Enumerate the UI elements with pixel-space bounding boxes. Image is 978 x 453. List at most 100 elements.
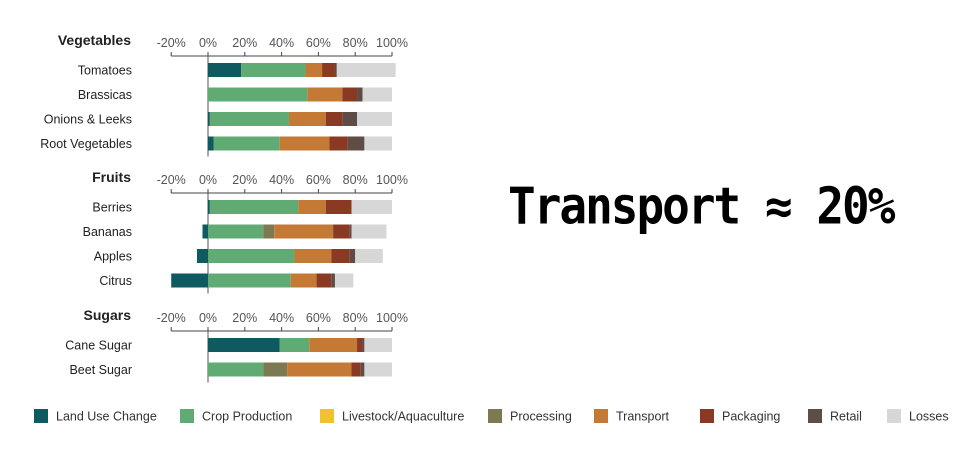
bar-segment <box>351 224 387 239</box>
x-tick-label: 20% <box>232 311 257 325</box>
bar-segment <box>208 224 264 239</box>
bar-segment <box>209 112 289 126</box>
bar-segment <box>334 273 354 288</box>
legend-swatch <box>887 409 901 423</box>
x-tick-label: 60% <box>306 36 331 50</box>
legend-swatch <box>808 409 822 423</box>
bar-segment <box>208 273 291 288</box>
legend-swatch <box>180 409 194 423</box>
bar-segment <box>288 112 326 126</box>
x-tick-label: 60% <box>306 311 331 325</box>
bar-segment <box>336 63 396 77</box>
x-tick-label: -20% <box>157 173 186 187</box>
bar-segment <box>208 136 214 151</box>
row-label: Onions & Leeks <box>44 113 132 127</box>
bar-segment <box>351 362 361 377</box>
legend-label: Land Use Change <box>56 410 157 424</box>
row-label: Cane Sugar <box>65 339 132 353</box>
group-title: Fruits <box>92 169 131 185</box>
bar-segment <box>208 63 242 77</box>
row-label: Root Vegetables <box>40 137 132 151</box>
bar-segment <box>325 112 343 126</box>
legend-label: Livestock/Aquaculture <box>342 410 464 424</box>
bar-segment <box>263 224 275 239</box>
bar-segment <box>329 136 348 151</box>
bar-segment <box>208 249 295 263</box>
row-label: Berries <box>92 201 132 215</box>
bar-segment <box>290 273 317 288</box>
bar-segment <box>305 63 323 77</box>
bar-segment <box>360 362 365 377</box>
bar-segment <box>351 200 392 214</box>
legend-swatch <box>34 409 48 423</box>
bar-segment <box>274 224 334 239</box>
bar-segment <box>349 224 352 239</box>
x-tick-label: 100% <box>376 173 408 187</box>
bar-segment <box>331 249 350 263</box>
bar-segment <box>294 249 332 263</box>
legend-swatch <box>700 409 714 423</box>
bar-segment <box>279 136 330 151</box>
x-tick-label: 100% <box>376 311 408 325</box>
row-label: Apples <box>94 250 132 264</box>
x-tick-label: 80% <box>343 311 368 325</box>
row-label: Citrus <box>99 274 132 288</box>
bar-segment <box>342 87 358 102</box>
legend-label: Crop Production <box>202 410 292 424</box>
bar-segment <box>209 200 299 214</box>
x-tick-label: 20% <box>232 173 257 187</box>
bar-segment <box>196 249 208 263</box>
row-label: Brassicas <box>78 88 132 102</box>
bar-segment <box>357 87 363 102</box>
bar-segment <box>309 338 358 352</box>
x-tick-label: 40% <box>269 36 294 50</box>
legend-label: Losses <box>909 410 949 424</box>
row-label: Bananas <box>83 225 132 239</box>
bar-segment <box>241 63 306 77</box>
bar-segment <box>357 338 363 352</box>
bar-segment <box>362 338 365 352</box>
bar-segment <box>364 338 392 352</box>
bar-segment <box>208 338 280 352</box>
legend-swatch <box>594 409 608 423</box>
bar-segment <box>364 362 392 377</box>
bar-segment <box>287 362 352 377</box>
bar-segment <box>171 273 208 288</box>
bar-segment <box>362 87 392 102</box>
bar-segment <box>208 112 210 126</box>
x-tick-label: 80% <box>343 36 368 50</box>
group-title: Vegetables <box>58 32 131 48</box>
x-tick-label: -20% <box>157 36 186 50</box>
bar-segment <box>298 200 326 214</box>
bar-segment <box>355 249 383 263</box>
legend-label: Retail <box>830 410 862 424</box>
row-label: Tomatoes <box>78 64 132 78</box>
legend-label: Packaging <box>722 410 780 424</box>
bar-segment <box>213 136 280 151</box>
x-tick-label: 0% <box>199 311 217 325</box>
bar-segment <box>349 249 356 263</box>
bar-segment <box>325 200 352 214</box>
bar-segment <box>263 362 288 377</box>
bar-segment <box>279 338 310 352</box>
group-title: Sugars <box>84 307 132 323</box>
legend-swatch <box>488 409 502 423</box>
bar-segment <box>334 63 337 77</box>
bar-segment <box>208 200 210 214</box>
x-tick-label: 40% <box>269 311 294 325</box>
x-tick-label: 40% <box>269 173 294 187</box>
x-tick-label: 0% <box>199 36 217 50</box>
legend-label: Processing <box>510 410 572 424</box>
overlay-annotation: Transport ≈ 20% <box>508 176 895 236</box>
x-tick-label: 100% <box>376 36 408 50</box>
bar-segment <box>364 136 392 151</box>
x-tick-label: 20% <box>232 36 257 50</box>
x-tick-label: -20% <box>157 311 186 325</box>
x-tick-label: 60% <box>306 173 331 187</box>
bar-segment <box>316 273 332 288</box>
x-tick-label: 0% <box>199 173 217 187</box>
row-label: Beet Sugar <box>69 363 132 377</box>
bar-segment <box>333 224 350 239</box>
